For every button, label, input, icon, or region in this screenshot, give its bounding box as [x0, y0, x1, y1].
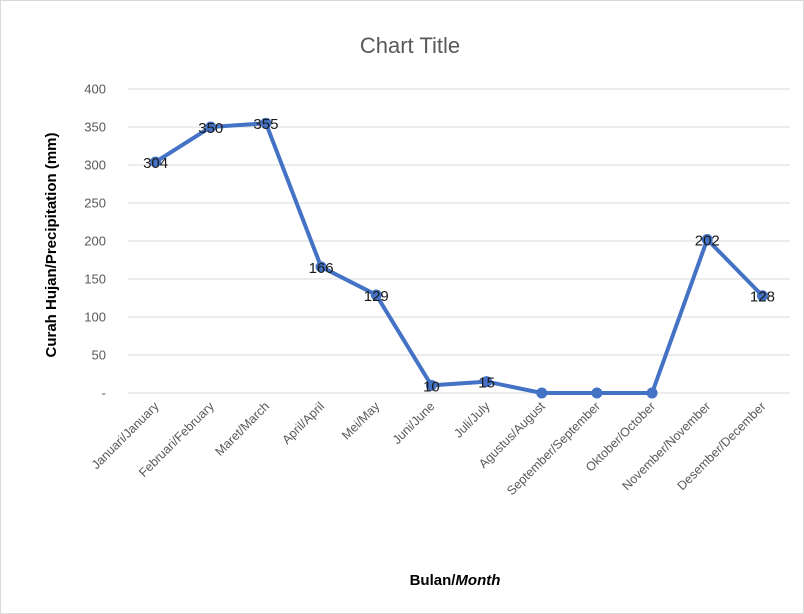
- data-point: [370, 289, 382, 301]
- gridlines: [128, 88, 790, 394]
- x-tick-label: Mei/May: [339, 399, 383, 443]
- x-axis-title-italic: Month: [455, 572, 500, 589]
- y-tick-label: 50: [92, 348, 106, 363]
- data-label: 128: [750, 289, 775, 306]
- x-axis-ticks: Januari/JanuaryFebruari/FebruaryMaret/Ma…: [89, 399, 769, 498]
- x-tick-label: Maret/March: [213, 399, 273, 459]
- y-tick-label: 350: [84, 120, 106, 135]
- series-layer: [150, 117, 768, 399]
- y-tick-label: 300: [84, 158, 106, 173]
- data-point: [591, 387, 603, 399]
- data-labels: 304 350 355 166 129 10 15 202 128: [143, 116, 775, 395]
- x-tick-label: September/September: [504, 399, 603, 498]
- data-label: 355: [253, 116, 278, 133]
- data-point: [756, 290, 768, 302]
- data-point: [425, 379, 437, 391]
- y-tick-label: 250: [84, 196, 106, 211]
- data-label: 129: [364, 288, 389, 305]
- y-axis-ticks: - 50 100 150 200 250 300 350 400: [84, 82, 106, 401]
- data-label: 304: [143, 155, 168, 172]
- x-tick-label: April/April: [279, 399, 327, 447]
- y-tick-label: 150: [84, 272, 106, 287]
- chart-title: Chart Title: [360, 33, 460, 58]
- x-tick-label: Juni/June: [390, 399, 438, 447]
- data-label: 10: [423, 378, 440, 395]
- y-tick-label: 200: [84, 234, 106, 249]
- data-point: [315, 261, 327, 273]
- y-tick-label: 100: [84, 310, 106, 325]
- data-point: [260, 117, 272, 129]
- data-point: [701, 233, 713, 245]
- x-axis-title-main: Bulan/: [410, 572, 457, 589]
- data-label: 166: [309, 260, 334, 277]
- y-tick-label: 400: [84, 82, 106, 97]
- data-point: [646, 387, 658, 399]
- x-axis-title: Bulan/Month: [410, 572, 501, 589]
- data-point: [150, 156, 162, 168]
- y-axis-title: Curah Hujan/Precipitation (mm): [43, 132, 60, 357]
- data-point: [481, 376, 493, 388]
- y-tick-label: -: [102, 386, 106, 401]
- data-point: [205, 121, 217, 133]
- data-point: [536, 387, 548, 399]
- data-label: 350: [198, 120, 223, 137]
- x-tick-label: Juli/July: [451, 399, 493, 441]
- series-line: [153, 121, 765, 395]
- data-label: 202: [695, 232, 720, 249]
- data-label: 15: [478, 375, 495, 392]
